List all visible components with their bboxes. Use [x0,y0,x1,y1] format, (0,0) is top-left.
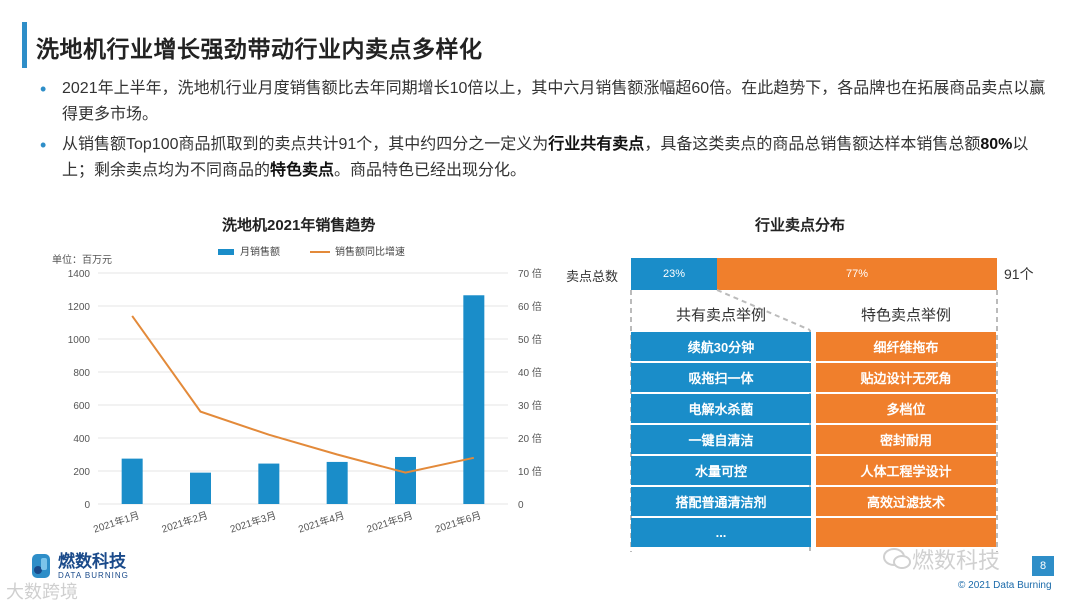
bar-6 [463,295,485,504]
shared-item: 电解水杀菌 [631,394,811,423]
page-title: 洗地机行业增长强劲带动行业内卖点多样化 [36,36,483,62]
watermark-right: 燃数科技 [882,543,1000,575]
bar-4 [326,461,348,504]
bar-5 [395,456,416,504]
featured-item: 密封耐用 [816,425,996,454]
featured-item [816,518,996,547]
y2-tick-label: 20 倍 [518,432,542,445]
bullet-list: 2021年上半年，洗地机行业月度销售额比去年同期增长10倍以上，其中六月销售额涨… [38,76,1050,188]
legend-line-label: 销售额同比增速 [335,245,405,258]
bar-2 [190,472,211,504]
y-tick-label: 600 [73,401,90,412]
bullet-text: 从销售额Top100商品抓取到的卖点共计91个，其中约四分之一定义为 [62,136,549,153]
y-tick-label: 200 [73,467,90,478]
shared-header: 共有卖点举例 [675,307,766,324]
bullet-item: 从销售额Top100商品抓取到的卖点共计91个，其中约四分之一定义为行业共有卖点… [38,132,1050,184]
y2-tick-label: 30 倍 [518,399,542,412]
y-tick-label: 1400 [68,269,91,280]
featured-header: 特色卖点举例 [860,307,951,324]
total-label: 卖点总数 [566,269,619,284]
y2-tick-label: 40 倍 [518,366,542,379]
bullet-emphasis: 80% [980,136,1013,153]
y2-tick-label: 60 倍 [518,300,542,313]
growth-line [131,315,475,474]
bar-1 [121,458,143,504]
bullet-emphasis: 行业共有卖点 [548,136,645,153]
shared-item: ... [631,518,811,547]
shared-list: 续航30分钟 吸拖扫一体 电解水杀菌 一键自清洁 水量可控 搭配普通清洁剂... [631,332,811,549]
y-tick-label: 800 [73,368,90,379]
title-accent-bar [22,22,27,68]
watermark-right-text: 燃数科技 [912,548,1001,573]
featured-item: 高效过滤技术 [816,487,996,516]
legend-bar-swatch [218,249,234,255]
shared-item: 水量可控 [631,456,811,485]
bullet-text: 。商品特色已经出现分化。 [334,162,527,179]
bullet-text: 以上；剩余卖点均为不同商品的 [62,136,1029,179]
total-count: 91个 [1004,266,1034,282]
shared-share-bar: 23% [631,258,717,290]
featured-item: 细纤维拖布 [816,332,996,361]
company-logo: 燃数科技 DATA BURNING [30,552,129,580]
sales-trend-chart: 单位：百万元 月销售额 销售额同比增速 0 200 400 600 800 1000 1200 14… [52,245,542,536]
y2-tick-label: 10 倍 [518,465,542,478]
featured-item: 贴边设计无死角 [816,363,996,392]
bullet-item: 2021年上半年，洗地机行业月度销售额比去年同期增长10倍以上，其中六月销售额涨… [38,76,1050,128]
chart-title: 洗地机2021年销售趋势 [222,217,376,234]
shared-item: 吸拖扫一体 [631,363,811,392]
bullet-text: ，具备这类卖点的商品总销售额达样本销售总额 [644,136,981,153]
legend-bar-label: 月销售额 [240,245,280,258]
y2-tick-label: 50 倍 [518,333,542,346]
unit-label: 单位：百万元 [52,253,112,266]
logo-name: 燃数科技 [58,551,126,571]
wechat-icon [883,548,911,569]
logo-icon [30,552,52,580]
featured-list: 细纤维拖布 贴边设计无死角 多档位 密封耐用 人体工程学设计 高效过滤技术 [816,332,996,549]
y-tick-label: 0 [84,500,90,511]
logo-subtitle: DATA BURNING [58,570,129,580]
featured-item: 多档位 [816,394,996,423]
y-tick-label: 1000 [68,335,91,346]
bullet-emphasis: 特色卖点 [270,162,335,179]
distribution-title: 行业卖点分布 [754,217,845,234]
bar-3 [258,463,280,504]
y2-tick-label: 0 [518,500,524,511]
bullet-text: 2021年上半年，洗地机行业月度销售额比去年同期增长10倍以上，其中六月销售额涨… [62,80,1046,123]
shared-item: 一键自清洁 [631,425,811,454]
page-number: 8 [1032,556,1054,576]
y-tick-label: 400 [73,434,90,445]
shared-item: 续航30分钟 [631,332,811,361]
shared-item: 搭配普通清洁剂 [631,487,811,516]
copyright: © 2021 Data Burning [958,580,1052,591]
y-tick-label: 1200 [68,302,91,313]
y2-tick-label: 70 倍 [518,267,542,280]
featured-share-bar: 77% [717,258,997,290]
watermark-left: 大数跨境 [6,582,78,602]
featured-item: 人体工程学设计 [816,456,996,485]
